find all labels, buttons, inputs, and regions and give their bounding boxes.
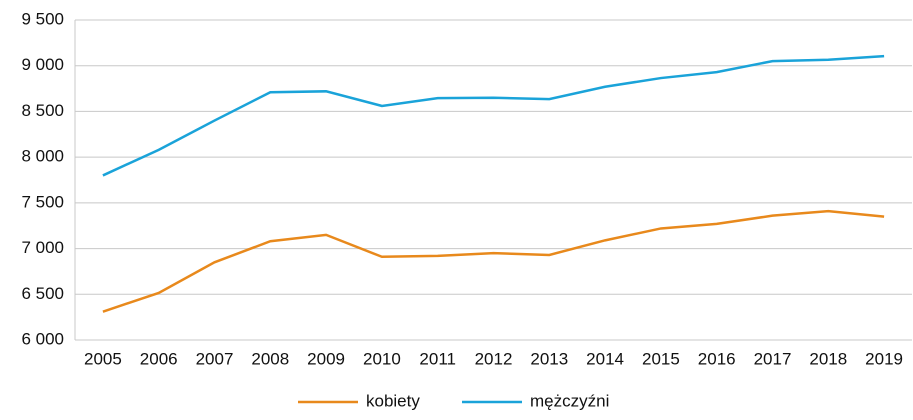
y-tick-label: 6 000 bbox=[21, 329, 64, 348]
line-series bbox=[102, 209, 885, 313]
x-tick-label: 2015 bbox=[642, 349, 680, 368]
y-tick-label: 9 000 bbox=[21, 55, 64, 74]
x-tick-label: 2018 bbox=[809, 349, 847, 368]
x-tick-label: 2011 bbox=[419, 349, 456, 368]
x-tick-label: 2009 bbox=[307, 349, 345, 368]
x-tick-label: 2014 bbox=[586, 349, 624, 368]
legend-label: mężczyźni bbox=[530, 391, 609, 410]
x-tick-label: 2017 bbox=[754, 349, 792, 368]
x-tick-label: 2019 bbox=[865, 349, 903, 368]
line-series bbox=[102, 54, 885, 177]
x-tick-label: 2006 bbox=[140, 349, 178, 368]
x-tick-label: 2007 bbox=[196, 349, 234, 368]
x-tick-label: 2016 bbox=[698, 349, 736, 368]
x-tick-label: 2008 bbox=[251, 349, 289, 368]
x-tick-label: 2010 bbox=[363, 349, 401, 368]
y-tick-label: 8 000 bbox=[21, 147, 64, 166]
legend-label: kobiety bbox=[366, 391, 420, 410]
y-tick-label: 9 500 bbox=[21, 9, 64, 28]
y-tick-label: 7 500 bbox=[21, 192, 64, 211]
x-tick-label: 2005 bbox=[84, 349, 122, 368]
y-tick-label: 6 500 bbox=[21, 284, 64, 303]
y-tick-label: 7 000 bbox=[21, 238, 64, 257]
x-tick-label: 2012 bbox=[475, 349, 513, 368]
x-tick-label: 2013 bbox=[530, 349, 568, 368]
y-tick-label: 8 500 bbox=[21, 101, 64, 120]
